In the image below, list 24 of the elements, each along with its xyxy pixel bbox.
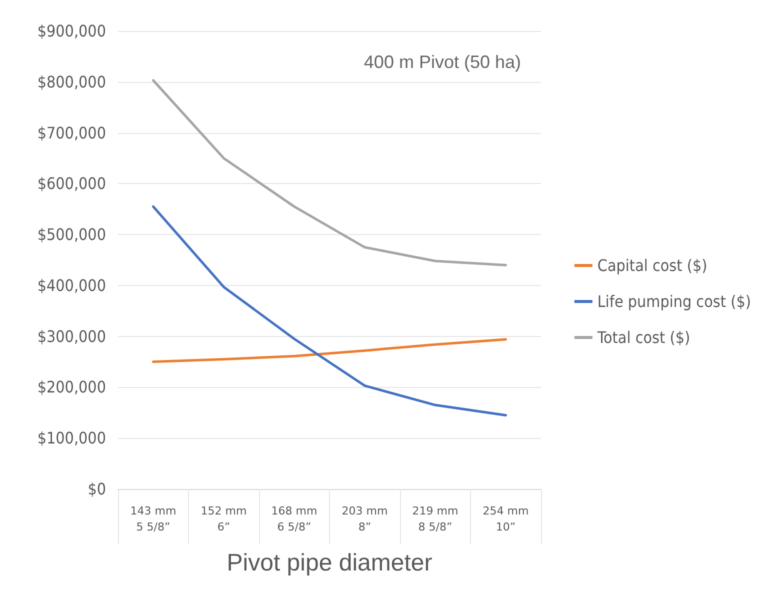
y-tick-label: $300,000 [37, 326, 106, 346]
y-tick-label: $400,000 [37, 276, 106, 295]
text: 400 m Pivot (50 ha) [364, 52, 521, 72]
legend-label: Life pumping cost ($) [597, 292, 751, 311]
y-tick-label: $700,000 [37, 123, 106, 142]
x-tick-label: 143 mm 5 5/8” [130, 504, 176, 534]
y-tick-label: $900,000 [37, 22, 106, 40]
x-tick-label: 254 mm 10” [482, 504, 529, 534]
line-series [152, 205, 507, 416]
x-tick-label: 152 mm 6” [200, 504, 247, 534]
y-tick-label: $800,000 [37, 72, 106, 92]
line-series [152, 338, 507, 364]
y-tick-label: $500,000 [37, 225, 106, 244]
x-axis-title: Pivot pipe diameter [226, 550, 432, 576]
y-tick-label: $600,000 [37, 174, 106, 194]
legend-label: Capital cost ($) [597, 256, 708, 275]
y-tick-label: $0 [88, 480, 106, 498]
y-tick-label: $200,000 [37, 378, 106, 397]
line-series [152, 79, 507, 266]
y-tick-label: $100,000 [37, 428, 106, 448]
x-tick-label: 168 mm 6 5/8” [271, 504, 318, 534]
legend-label: Total cost ($) [596, 328, 690, 347]
x-tick-label: 203 mm 8” [342, 504, 388, 534]
x-tick-label: 219 mm 8 5/8” [412, 504, 458, 534]
